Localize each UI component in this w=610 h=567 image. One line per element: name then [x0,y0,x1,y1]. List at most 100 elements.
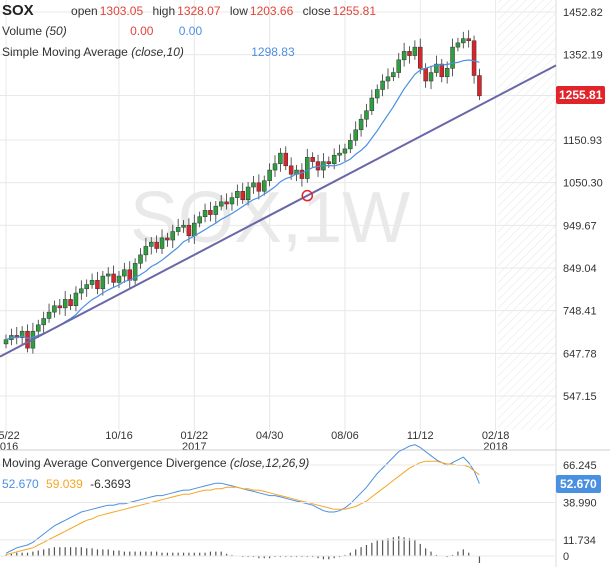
candle-down [477,75,482,97]
watermark: SOX,1W [130,178,410,258]
price-tick-label: 849.04 [563,263,597,275]
candle-down [186,224,192,237]
price-tick-label: 748.41 [563,306,597,318]
candle-up [192,222,197,237]
last-price-tag: 1255.81 [556,86,606,104]
candle-up [434,63,439,73]
price-tick-label: 547.15 [563,391,597,403]
candle-down [127,269,132,281]
trend-line[interactable] [0,64,557,358]
candle-up [105,273,111,277]
candle-up [170,231,176,241]
candle-up [374,89,380,99]
candle-up [62,299,68,309]
volume-value-1: 0.00 [130,24,154,38]
volume-legend[interactable]: Volume (50) 0.00 0.00 [2,24,202,38]
close-label: close [302,4,331,18]
candle-down [310,157,315,162]
candle-down [283,152,289,167]
candle-down [288,165,294,175]
time-tick-label: 10/16 [105,430,133,442]
time-tick-label: 05/22 [0,430,20,442]
grid [0,0,557,567]
macd-values: 52.670 59.039 -6.3693 [2,477,131,491]
candle-down [111,273,116,283]
sma-params: (close,10) [131,45,184,59]
candle-down [165,237,170,241]
time-tick-label: 08/06 [331,430,359,442]
candle-up [461,38,466,44]
candle-up [396,59,401,73]
candle-up [337,152,342,156]
future-hatch-area [498,0,556,430]
high-label: high [152,4,176,18]
high-value: 1328.07 [177,4,221,18]
candle-up [89,280,95,285]
candle-up [358,118,364,131]
candle-up [79,288,84,294]
candle-up [138,254,143,264]
candle-up [41,318,46,326]
price-axis[interactable]: 1452.821352.191255.811150.931050.30949.6… [563,7,603,403]
macd-params: (close,12,26,9) [229,456,310,470]
candle-up [149,241,154,247]
candle-down [299,169,305,179]
candle-up [218,201,224,207]
close-value: 1255.81 [332,4,377,18]
low-label: low [229,4,248,18]
candle-down [208,210,213,215]
trend-anchor[interactable] [301,189,314,202]
candle-up [380,80,385,90]
candle-down [466,38,471,42]
macd-axis[interactable]: 66.245 38.990 11.734 0 [0,460,597,563]
price-tick-label: 1352.19 [563,50,603,62]
candle-up [52,305,57,313]
signal-line[interactable] [5,460,480,556]
macd-tick-label: 66.245 [563,460,597,472]
low-value: 1203.66 [249,4,294,18]
candle-down [154,241,159,249]
sma-label: Simple Moving Average [2,45,128,59]
volume-label: Volume [2,24,43,38]
candle-up [36,324,41,332]
price-legend: SOX open 1303.05 high 1328.07 low 1203.66 c… [2,2,376,19]
candle-up [19,330,25,338]
macd-tick-label: 38.990 [563,497,597,509]
macd-legend[interactable]: Moving Average Convergence Divergence (c… [2,456,309,470]
candle-up [235,191,240,198]
candle-up [342,148,348,154]
sma-legend[interactable]: Simple Moving Average (close,10) 1298.83 [2,45,295,59]
candle-down [418,46,423,69]
candles[interactable] [3,30,482,354]
candle-up [385,76,391,82]
candle-down [326,161,332,164]
candle-up [229,197,235,205]
candle-up [353,129,358,141]
macd-tick-label: 11.734 [563,535,596,547]
candle-up [455,42,461,48]
candle-up [428,72,434,82]
macd-histogram [5,536,481,564]
price-tick-label: 1050.30 [563,178,603,190]
volume-value-2: 0.00 [178,24,203,38]
candle-up [3,339,9,345]
candle-up [197,216,202,224]
candle-up [84,284,89,290]
candle-up [251,182,256,188]
price-tick-label: 1452.82 [563,7,603,19]
candle-up [175,227,181,232]
macd-tick-label: 0 [563,551,569,563]
symbol[interactable]: SOX [2,2,34,19]
time-tick-label: 11/12 [407,430,434,442]
candle-down [224,201,229,205]
candle-up [132,263,138,281]
hist-value: -6.3693 [90,477,131,491]
price-tick-label: 1150.93 [563,135,602,147]
time-tick-year: 2017 [182,441,206,453]
price-tick-label: 949.67 [563,220,597,232]
price-tick-label: 647.78 [563,348,597,360]
sma-line[interactable] [5,59,480,341]
candle-up [450,46,455,69]
